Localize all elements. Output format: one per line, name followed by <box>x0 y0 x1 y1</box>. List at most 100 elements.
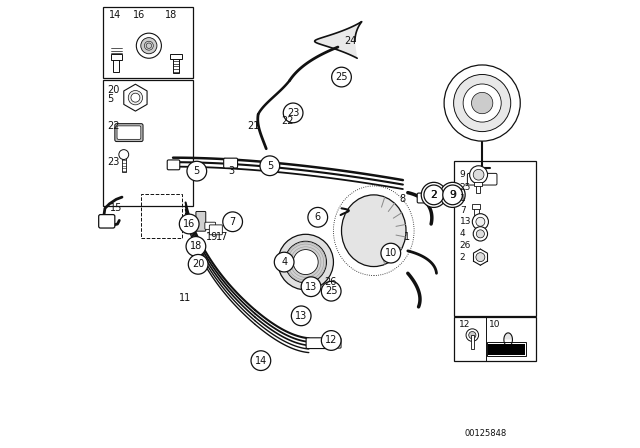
Circle shape <box>260 156 280 176</box>
Text: 17: 17 <box>216 232 228 241</box>
Bar <box>454 317 536 361</box>
Text: 8: 8 <box>400 194 406 204</box>
Bar <box>113 58 119 72</box>
FancyBboxPatch shape <box>167 160 180 170</box>
Bar <box>111 54 122 60</box>
Circle shape <box>275 252 294 272</box>
Text: 25: 25 <box>460 183 471 192</box>
FancyBboxPatch shape <box>115 124 143 142</box>
Circle shape <box>472 214 488 230</box>
Text: 21: 21 <box>248 121 260 131</box>
Text: 5: 5 <box>108 95 114 104</box>
Text: 4: 4 <box>460 229 465 238</box>
Text: 25: 25 <box>335 72 348 82</box>
Circle shape <box>251 351 271 370</box>
Bar <box>474 205 479 215</box>
Circle shape <box>472 92 493 114</box>
Text: 7: 7 <box>230 217 236 227</box>
Circle shape <box>440 182 465 207</box>
Circle shape <box>293 250 318 275</box>
Circle shape <box>308 207 328 227</box>
Circle shape <box>454 74 511 132</box>
Polygon shape <box>124 84 147 111</box>
FancyBboxPatch shape <box>467 173 497 185</box>
Circle shape <box>473 227 488 241</box>
Text: 12: 12 <box>459 320 470 329</box>
Text: 2: 2 <box>430 190 437 200</box>
FancyBboxPatch shape <box>205 222 216 229</box>
Text: 20: 20 <box>108 86 120 95</box>
Circle shape <box>188 254 208 274</box>
Ellipse shape <box>342 195 406 267</box>
Circle shape <box>321 281 341 301</box>
Text: 5: 5 <box>267 161 273 171</box>
Text: 14: 14 <box>109 10 122 20</box>
FancyBboxPatch shape <box>224 158 237 168</box>
Polygon shape <box>315 22 362 58</box>
Circle shape <box>284 103 303 123</box>
Circle shape <box>321 331 341 350</box>
Text: 13: 13 <box>295 311 307 321</box>
Text: 18: 18 <box>190 241 202 251</box>
Circle shape <box>466 329 479 341</box>
Bar <box>472 204 481 209</box>
Bar <box>454 161 536 316</box>
Text: 22: 22 <box>108 121 120 131</box>
Text: 26: 26 <box>460 241 471 250</box>
Text: 11: 11 <box>179 293 191 303</box>
Circle shape <box>476 217 485 226</box>
Text: 2: 2 <box>431 190 437 200</box>
Circle shape <box>301 277 321 297</box>
Bar <box>486 342 526 356</box>
Bar <box>170 54 182 59</box>
Circle shape <box>421 182 446 207</box>
Circle shape <box>131 93 140 102</box>
Text: 9: 9 <box>449 190 456 200</box>
Text: 18: 18 <box>165 10 178 20</box>
Circle shape <box>119 150 129 159</box>
Text: 13: 13 <box>460 217 471 226</box>
Text: 26: 26 <box>324 277 337 287</box>
Text: 13: 13 <box>305 282 317 292</box>
Circle shape <box>285 241 326 283</box>
Bar <box>173 56 179 73</box>
Text: 2: 2 <box>460 253 465 262</box>
Circle shape <box>468 332 476 339</box>
Bar <box>488 344 525 355</box>
FancyBboxPatch shape <box>306 338 333 349</box>
Bar <box>470 335 474 349</box>
Circle shape <box>223 212 243 232</box>
Text: 1: 1 <box>404 232 410 241</box>
Text: 14: 14 <box>255 356 267 366</box>
Circle shape <box>476 253 485 262</box>
Text: 10: 10 <box>490 320 501 329</box>
Circle shape <box>128 90 143 105</box>
Text: 22: 22 <box>282 116 294 126</box>
Bar <box>476 183 481 193</box>
FancyBboxPatch shape <box>209 225 222 235</box>
Text: 23: 23 <box>287 108 300 118</box>
Circle shape <box>470 166 488 184</box>
Text: 19: 19 <box>205 233 218 242</box>
Text: 15: 15 <box>110 203 122 213</box>
Circle shape <box>473 169 484 180</box>
Circle shape <box>381 243 401 263</box>
Text: 16: 16 <box>132 10 145 20</box>
Text: 7: 7 <box>460 206 465 215</box>
Circle shape <box>186 237 206 256</box>
Circle shape <box>476 230 484 238</box>
FancyBboxPatch shape <box>332 338 341 348</box>
Text: 3: 3 <box>228 166 234 176</box>
Bar <box>103 7 193 78</box>
Text: 1: 1 <box>460 194 465 203</box>
Circle shape <box>278 234 333 290</box>
Circle shape <box>141 38 157 54</box>
Circle shape <box>443 185 463 205</box>
Bar <box>474 182 482 186</box>
Text: 6: 6 <box>315 212 321 222</box>
FancyBboxPatch shape <box>99 215 115 228</box>
Circle shape <box>187 161 207 181</box>
Text: 16: 16 <box>183 219 195 229</box>
Bar <box>122 154 126 172</box>
Text: 24: 24 <box>344 36 356 46</box>
